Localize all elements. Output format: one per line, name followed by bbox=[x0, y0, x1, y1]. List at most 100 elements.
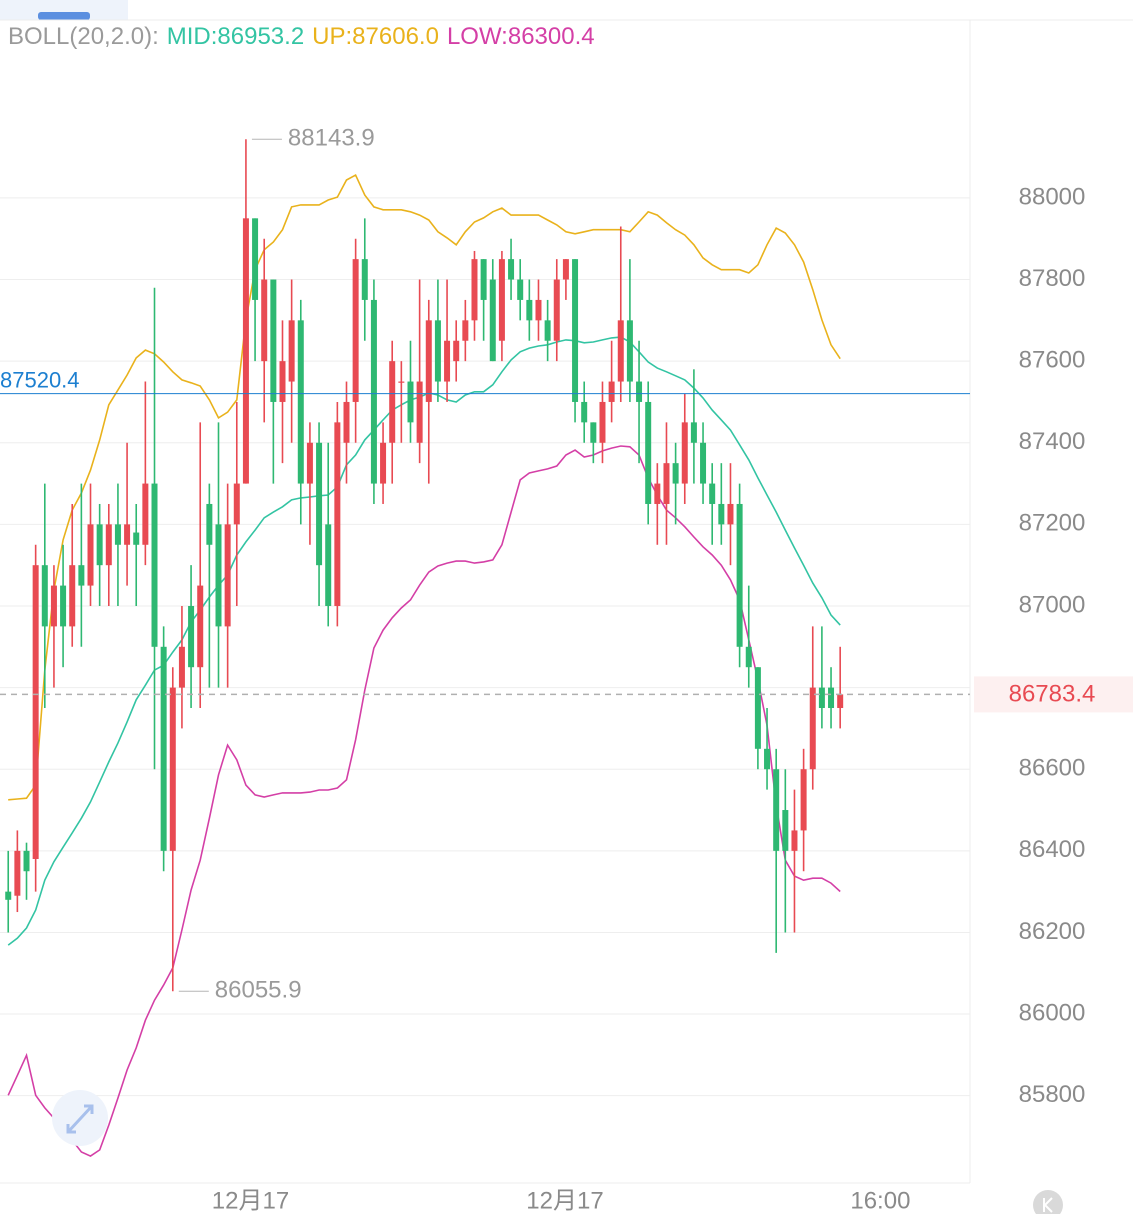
candle-body bbox=[78, 565, 85, 586]
candle-body bbox=[444, 340, 451, 382]
y-tick-label: 86400 bbox=[1019, 836, 1086, 863]
candle-body bbox=[626, 320, 633, 382]
candle-body bbox=[151, 483, 158, 647]
candle-body bbox=[334, 422, 341, 606]
legend-entry: MID:86953.2 bbox=[167, 23, 304, 50]
candle-body bbox=[252, 218, 259, 300]
candle-body bbox=[114, 524, 121, 545]
candle-body bbox=[407, 381, 414, 423]
candle-body bbox=[343, 401, 350, 443]
band-line bbox=[7, 445, 841, 1158]
candle-body bbox=[169, 687, 176, 851]
band-line bbox=[8, 173, 841, 801]
candle-body bbox=[617, 320, 624, 382]
candle-body bbox=[23, 850, 30, 872]
candle-body bbox=[188, 605, 195, 668]
candle-body bbox=[316, 442, 323, 566]
candle-body bbox=[572, 259, 579, 402]
candle-body bbox=[745, 646, 752, 668]
candle-body bbox=[791, 830, 798, 851]
candle-body bbox=[398, 381, 405, 383]
candle-body bbox=[206, 503, 213, 545]
candle-body bbox=[562, 259, 569, 280]
candle-body bbox=[242, 218, 249, 484]
candle-body bbox=[480, 259, 487, 300]
y-tick-label: 86600 bbox=[1019, 755, 1086, 782]
candle-body bbox=[599, 401, 606, 443]
candle-body bbox=[233, 483, 240, 525]
candle-body bbox=[718, 503, 725, 525]
candle-body bbox=[498, 259, 505, 341]
candle-body bbox=[654, 483, 661, 504]
candle-body bbox=[224, 524, 231, 627]
y-tick-label: 86200 bbox=[1019, 918, 1086, 945]
candle-body bbox=[462, 320, 469, 341]
extreme-label: 88143.9 bbox=[288, 125, 375, 152]
candle-body bbox=[124, 524, 131, 545]
candle-body bbox=[142, 483, 149, 545]
y-tick-label: 87200 bbox=[1019, 510, 1086, 537]
candle-body bbox=[325, 524, 332, 606]
candle-body bbox=[279, 361, 286, 402]
bands bbox=[7, 173, 841, 1158]
y-tick-label: 88000 bbox=[1019, 183, 1086, 210]
candle-body bbox=[608, 381, 615, 402]
candle-body bbox=[105, 524, 112, 566]
candle-body bbox=[297, 320, 304, 484]
candle-body bbox=[453, 340, 460, 362]
candles bbox=[5, 139, 844, 992]
band-line bbox=[7, 336, 841, 946]
candle-body bbox=[517, 279, 524, 300]
tab-background bbox=[0, 0, 128, 20]
candle-body bbox=[270, 279, 277, 402]
x-tick-label: 12月17 bbox=[212, 1187, 289, 1214]
y-tick-label: 86000 bbox=[1019, 999, 1086, 1026]
candle-body bbox=[361, 259, 368, 300]
legend-entry: LOW:86300.4 bbox=[447, 23, 595, 50]
expand-icon[interactable] bbox=[66, 1104, 94, 1134]
logo bbox=[1033, 1190, 1063, 1214]
legend-entry: UP:87606.0 bbox=[312, 23, 439, 50]
candle-body bbox=[681, 422, 688, 484]
candle-body bbox=[837, 694, 844, 709]
logo-mark bbox=[1043, 1197, 1053, 1213]
candle-body bbox=[508, 259, 515, 280]
expand-button[interactable] bbox=[52, 1090, 108, 1146]
candle-body bbox=[828, 687, 835, 709]
candle-body bbox=[773, 769, 780, 851]
candle-body bbox=[41, 565, 48, 627]
extreme-label: 86055.9 bbox=[215, 977, 302, 1004]
last-price-box bbox=[974, 676, 1133, 713]
tab-indicator[interactable] bbox=[38, 12, 90, 20]
candle-body bbox=[581, 401, 588, 423]
candle-body bbox=[526, 299, 533, 321]
candle-body bbox=[69, 565, 76, 627]
y-tick-label: 87600 bbox=[1019, 346, 1086, 373]
candle-body bbox=[215, 524, 222, 627]
legend: BOLL(20,2.0): MID:86953.2 UP:87606.0 LOW:86… bbox=[8, 23, 595, 50]
candle-body bbox=[727, 503, 734, 525]
indicator-label: BOLL(20,2.0): bbox=[8, 23, 159, 50]
candle-body bbox=[50, 585, 57, 627]
candle-body bbox=[87, 524, 94, 586]
candle-body bbox=[489, 279, 496, 362]
candle-body bbox=[553, 279, 560, 341]
overlay: 88143.9 86055.9 87520.4 86783.4 bbox=[0, 125, 1133, 1004]
candle-body bbox=[389, 361, 396, 443]
candle-body bbox=[96, 524, 103, 566]
candle-body bbox=[133, 532, 140, 545]
candle-body bbox=[809, 687, 816, 770]
candle-body bbox=[178, 646, 185, 688]
candle-body bbox=[709, 483, 716, 504]
candle-body bbox=[535, 299, 542, 321]
candle-body bbox=[754, 667, 761, 749]
candle-body bbox=[645, 401, 652, 504]
candle-body bbox=[636, 381, 643, 402]
candle-body bbox=[590, 422, 597, 443]
candle-body bbox=[261, 279, 268, 362]
candle-body bbox=[736, 503, 743, 647]
candle-body bbox=[663, 463, 670, 504]
candle-body bbox=[160, 646, 167, 851]
candle-body bbox=[306, 442, 313, 484]
